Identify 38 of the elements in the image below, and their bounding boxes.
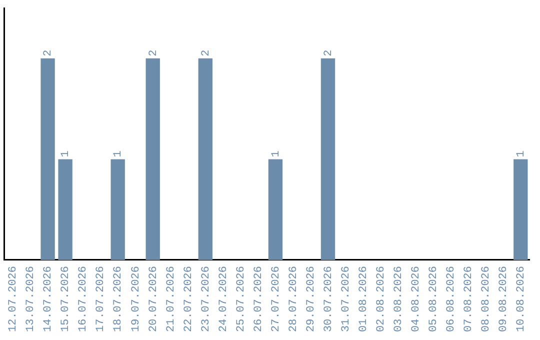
x-tick-label: 19.07.2026 bbox=[130, 266, 142, 332]
x-tick-label: 18.07.2026 bbox=[112, 266, 125, 332]
x-tick-label: 27.07.2026 bbox=[270, 266, 282, 332]
x-tick-label: 14.07.2026 bbox=[42, 266, 55, 332]
data-label: 2 bbox=[200, 50, 212, 56]
x-tick-label: 12.07.2026 bbox=[8, 266, 20, 332]
x-tick-label: 04.08.2026 bbox=[410, 266, 422, 332]
x-tick-label: 08.08.2026 bbox=[480, 266, 493, 332]
x-tick-label: 06.08.2026 bbox=[445, 266, 458, 332]
x-tick-label: 26.07.2026 bbox=[252, 266, 265, 332]
x-tick-label: 30.07.2026 bbox=[322, 266, 335, 332]
x-tick-label: 17.07.2026 bbox=[95, 266, 108, 332]
data-label: 1 bbox=[516, 150, 528, 158]
x-tick-label: 23.07.2026 bbox=[200, 266, 212, 332]
x-tick-label: 24.07.2026 bbox=[218, 266, 230, 332]
x-tick-label: 05.08.2026 bbox=[428, 266, 440, 332]
x-tick-label: 15.07.2026 bbox=[60, 266, 72, 332]
data-label: 2 bbox=[148, 50, 160, 56]
data-label: 2 bbox=[42, 50, 55, 56]
x-tick-label: 03.08.2026 bbox=[392, 266, 405, 332]
data-label: 1 bbox=[60, 150, 72, 158]
x-tick-label: 31.07.2026 bbox=[340, 266, 352, 332]
data-label: 1 bbox=[112, 150, 125, 158]
x-tick-label: 13.07.2026 bbox=[25, 266, 38, 332]
x-tick-label: 28.07.2026 bbox=[288, 266, 300, 332]
x-tick-label: 10.08.2026 bbox=[516, 266, 528, 332]
data-label: 1 bbox=[270, 150, 282, 158]
x-tick-label: 21.07.2026 bbox=[165, 266, 178, 332]
x-tick-label: 07.08.2026 bbox=[463, 266, 475, 332]
x-tick-label: 02.08.2026 bbox=[375, 266, 388, 332]
x-tick-label: 16.07.2026 bbox=[78, 266, 90, 332]
x-tick-label: 09.08.2026 bbox=[498, 266, 510, 332]
x-tick-label: 22.07.2026 bbox=[182, 266, 195, 332]
x-tick-label: 25.07.2026 bbox=[235, 266, 248, 332]
data-label: 2 bbox=[322, 50, 335, 56]
x-tick-label: 01.08.2026 bbox=[358, 266, 370, 332]
x-tick-label: 20.07.2026 bbox=[148, 266, 160, 332]
x-tick-label: 29.07.2026 bbox=[305, 266, 318, 332]
